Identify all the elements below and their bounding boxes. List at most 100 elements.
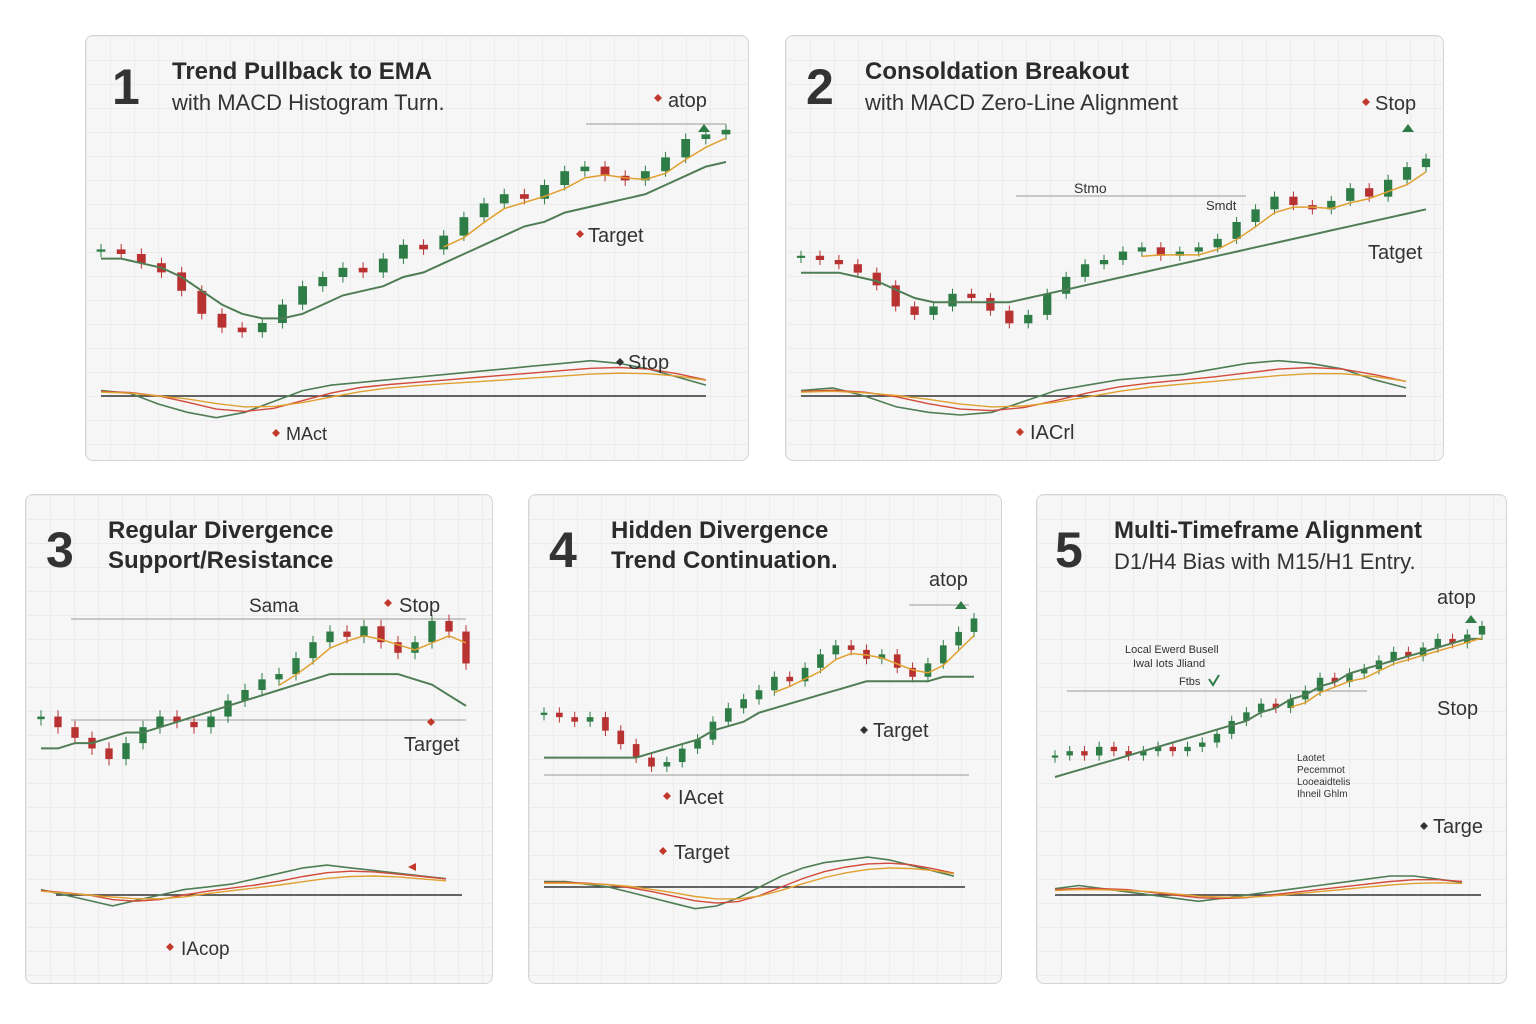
- signal-line: [800, 366, 1407, 412]
- candle-body: [318, 277, 328, 287]
- candle-body: [755, 690, 763, 700]
- candle-body: [771, 676, 778, 691]
- candle-body: [177, 272, 187, 291]
- annotation-label: MAct: [286, 424, 327, 444]
- candle-body: [540, 712, 548, 715]
- candle-body: [156, 716, 164, 728]
- annotation-label: Ftbs: [1179, 676, 1201, 688]
- candle-body: [847, 645, 855, 650]
- panel-number: 4: [549, 522, 577, 578]
- candle-body: [96, 249, 106, 252]
- signal2-line: [100, 372, 707, 408]
- marker-icon: [663, 792, 671, 800]
- candle-body: [1331, 677, 1338, 683]
- candle-body: [71, 727, 79, 738]
- ema-fast-line: [278, 634, 467, 687]
- annotation-label: Stop: [1437, 698, 1478, 720]
- arrow-up-icon: [1402, 124, 1414, 132]
- candle-body: [519, 194, 529, 199]
- candle-body: [701, 134, 711, 139]
- panel-title: Trend Pullback to EMA: [172, 58, 433, 85]
- annotation-label: atop: [1437, 587, 1476, 609]
- candle-body: [1110, 746, 1118, 752]
- candle-body: [1289, 196, 1298, 206]
- candle-body: [924, 663, 932, 677]
- candle-body: [1316, 677, 1324, 691]
- candle-body: [1390, 651, 1397, 661]
- candle-body: [948, 293, 957, 307]
- ema-line: [801, 208, 1427, 304]
- candle-body: [278, 304, 287, 323]
- candle-body: [298, 286, 308, 305]
- macd-line: [544, 856, 955, 910]
- marker-icon: [576, 230, 584, 238]
- chart-area: atop Target IAcet Target: [540, 569, 978, 910]
- ema-line: [544, 675, 974, 759]
- marker-icon: [384, 599, 392, 607]
- signal2-line: [544, 867, 955, 900]
- candle-body: [217, 313, 227, 328]
- annotation-label: Local Ewerd Busell: [1125, 644, 1219, 656]
- candle-body: [257, 323, 267, 333]
- candle-body: [724, 708, 732, 722]
- candle-body: [955, 631, 962, 646]
- panel-title: Multi-Timeframe Alignment: [1114, 517, 1423, 544]
- candle-body: [122, 743, 130, 760]
- candle-body: [648, 757, 655, 767]
- candle-body: [1228, 720, 1235, 734]
- candle-body: [343, 631, 351, 637]
- chart-area: Sama Stop Target IAcop: [37, 595, 470, 960]
- panel-subtitle: Support/Resistance: [108, 547, 334, 574]
- macd-line: [100, 359, 707, 419]
- panel-subtitle: D1/H4 Bias with M15/H1 Entry.: [1114, 549, 1416, 574]
- signal2-line: [800, 373, 1407, 408]
- candles: [37, 614, 470, 766]
- candle-body: [411, 642, 419, 653]
- marker-icon: [272, 429, 280, 437]
- candle-body: [173, 716, 181, 722]
- candle-body: [190, 721, 198, 728]
- annotation-label: IAcop: [181, 939, 230, 960]
- candle-body: [394, 642, 402, 653]
- annotation-label: Sama: [249, 596, 299, 617]
- candle-body: [1184, 746, 1191, 752]
- candle-body: [1243, 712, 1250, 721]
- panel-subtitle: Trend Continuation.: [611, 547, 838, 574]
- candle-body: [378, 258, 388, 273]
- candles: [796, 153, 1431, 329]
- candle-body: [1213, 733, 1221, 743]
- candle-body: [377, 626, 385, 643]
- chart-area: atop Local Ewerd Busell Iwal Iots Jliand…: [1051, 587, 1486, 903]
- candle-body: [1081, 751, 1088, 756]
- candle-body: [891, 285, 900, 307]
- candle-body: [786, 676, 794, 682]
- annotation-label: Stop: [399, 595, 440, 617]
- candle-body: [1327, 200, 1336, 210]
- candle-body: [815, 255, 825, 260]
- annotation-label: Targe: [1433, 816, 1483, 838]
- marker-icon: [654, 94, 662, 102]
- candle-body: [37, 716, 45, 720]
- candle-body: [1346, 673, 1353, 683]
- candle-body: [1421, 158, 1431, 168]
- candle-body: [681, 139, 691, 158]
- ema-line: [101, 161, 727, 320]
- panel-4: 4 Hidden Divergence Trend Continuation. …: [528, 494, 1002, 984]
- signal-line: [100, 366, 707, 413]
- candle-body: [309, 642, 317, 659]
- marker-icon: [427, 718, 435, 726]
- candle-body: [1434, 638, 1442, 648]
- ema-fast-line: [443, 137, 727, 248]
- candle-body: [1213, 238, 1222, 248]
- macd-line: [800, 359, 1407, 416]
- candle-body: [1099, 260, 1109, 265]
- chart-area: Stop Stmo Smdt Tatget IACrl: [796, 93, 1431, 444]
- panel-number: 1: [112, 59, 140, 115]
- marker-icon: [616, 358, 624, 366]
- candle-body: [571, 717, 579, 722]
- annotation-label: Target: [404, 734, 460, 756]
- candle-body: [970, 618, 978, 632]
- candle-body: [556, 712, 563, 718]
- signal2-line: [40, 875, 447, 900]
- candle-body: [1024, 314, 1033, 324]
